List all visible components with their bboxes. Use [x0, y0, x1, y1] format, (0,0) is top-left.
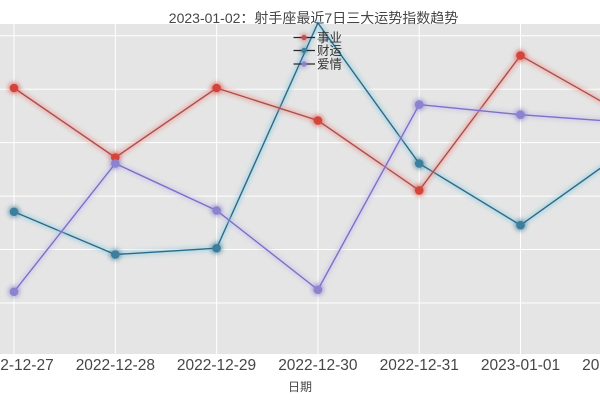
svg-text:财运: 财运: [317, 44, 343, 58]
svg-text:事业: 事业: [317, 31, 342, 45]
svg-text:爱情: 爱情: [317, 57, 342, 71]
